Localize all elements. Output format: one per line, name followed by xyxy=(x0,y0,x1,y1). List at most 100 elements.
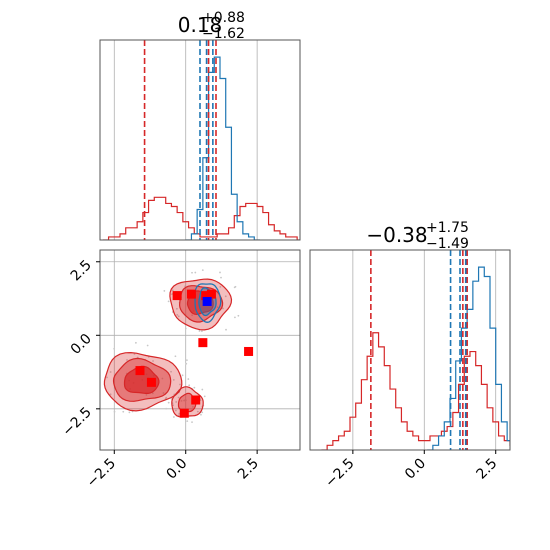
sample-dot xyxy=(113,347,116,350)
right-panel-frame xyxy=(309,249,511,451)
right-panel-title: −0.38 xyxy=(366,223,427,247)
right-grid xyxy=(352,250,497,450)
sample-dot xyxy=(186,420,189,423)
right-histogram-series xyxy=(321,266,510,450)
sample-dot xyxy=(180,399,183,402)
sample-dot xyxy=(198,330,201,332)
sample-dot xyxy=(219,285,222,288)
sample-dot xyxy=(225,328,227,331)
red-marker xyxy=(201,291,211,301)
right-x-tick-labels: −2.5 0.0 2.5 xyxy=(322,450,501,491)
sample-dot xyxy=(181,374,184,377)
sample-dot xyxy=(172,378,175,381)
sample-dot xyxy=(191,421,193,423)
sample-dot xyxy=(191,314,194,317)
sample-dot xyxy=(176,313,179,316)
sample-dot xyxy=(176,307,178,310)
sample-dot xyxy=(192,405,194,408)
right-panel-title-plus: +1.75 xyxy=(426,220,469,236)
sample-dot xyxy=(187,378,190,380)
sample-dot xyxy=(146,344,149,347)
sample-dot xyxy=(167,300,170,303)
sample-dot xyxy=(177,315,180,318)
sample-dot xyxy=(194,271,197,274)
sample-dot xyxy=(219,271,221,274)
sample-dot xyxy=(193,386,196,389)
sample-dot xyxy=(196,410,199,413)
top-histogram-panel: 0.18 +0.88 −1.62 xyxy=(99,10,301,241)
red-marker xyxy=(172,291,182,301)
red-marker xyxy=(244,346,254,356)
top-panel-title-minus: −1.62 xyxy=(202,26,245,42)
sample-dot xyxy=(161,377,164,380)
x-tick-label: 0.0 xyxy=(402,456,429,483)
sample-dot xyxy=(171,289,174,292)
sample-dot xyxy=(170,370,172,373)
red-marker xyxy=(146,377,156,387)
sample-dot xyxy=(178,414,180,417)
sample-dot xyxy=(174,355,177,358)
scatter-grid xyxy=(100,250,300,450)
sample-dot xyxy=(163,290,166,292)
sample-dot xyxy=(91,389,93,391)
x-tick-label: 2.5 xyxy=(473,456,500,483)
sample-dot xyxy=(178,412,181,415)
sample-dot xyxy=(200,413,202,416)
sample-dot xyxy=(185,362,188,365)
sample-dot xyxy=(188,384,191,387)
y-tick-label: 2.5 xyxy=(68,257,95,284)
sample-dot xyxy=(151,392,154,395)
red-marker xyxy=(206,289,216,299)
sample-dot xyxy=(162,392,165,394)
sample-dot xyxy=(106,376,108,379)
sample-dot xyxy=(175,409,177,412)
sample-dot xyxy=(128,411,131,414)
sample-dot xyxy=(234,316,236,319)
sample-dot xyxy=(203,395,206,398)
sample-dot xyxy=(173,416,175,418)
sample-dot xyxy=(167,401,170,404)
right-histogram-panel: −0.38 +1.75 −1.49 −2.5 0.0 2.5 xyxy=(309,220,511,491)
y-tick-label: 0.0 xyxy=(68,331,95,358)
sample-dot xyxy=(145,393,148,396)
sample-dot xyxy=(152,360,154,362)
top-grid xyxy=(113,40,258,240)
x-tick-label: 0.0 xyxy=(163,456,190,483)
sample-dot xyxy=(234,285,237,288)
red-marker xyxy=(179,408,189,418)
y-tick-label: −2.5 xyxy=(59,404,94,439)
sample-dot xyxy=(134,341,137,344)
sample-dot xyxy=(201,269,204,272)
scatter-panel-frame xyxy=(99,249,301,451)
sample-dot xyxy=(113,410,116,413)
sample-dot xyxy=(122,410,125,413)
sample-dot xyxy=(220,276,222,279)
sample-dot xyxy=(237,314,240,317)
blue-marker xyxy=(202,296,212,306)
sample-dot xyxy=(92,370,94,372)
sample-dot xyxy=(201,388,204,391)
sample-dot xyxy=(183,399,186,402)
red-marker xyxy=(135,366,145,376)
red-marker xyxy=(198,338,208,348)
sample-dot xyxy=(186,359,188,362)
red-histogram xyxy=(321,332,510,450)
x-tick-label: −2.5 xyxy=(84,456,119,491)
sample-dot xyxy=(216,306,219,309)
top-histogram-series xyxy=(102,56,300,240)
scatter-x-tick-labels: −2.5 0.0 2.5 xyxy=(84,450,262,491)
sample-dot xyxy=(200,330,203,333)
top-panel-title-plus: +0.88 xyxy=(202,10,245,26)
scatter-y-tick-labels: −2.5 0.0 2.5 xyxy=(59,257,100,440)
blue-density-level xyxy=(194,283,222,323)
sample-dot xyxy=(93,388,95,390)
sample-dot xyxy=(184,327,187,330)
top-panel-frame xyxy=(99,39,301,241)
sample-dot xyxy=(109,371,112,373)
red-histogram xyxy=(102,196,300,240)
red-density-level xyxy=(171,386,204,418)
right-panel-title-minus: −1.49 xyxy=(426,236,469,252)
top-panel-title: 0.18 xyxy=(178,13,223,37)
blue-histogram xyxy=(427,266,510,450)
